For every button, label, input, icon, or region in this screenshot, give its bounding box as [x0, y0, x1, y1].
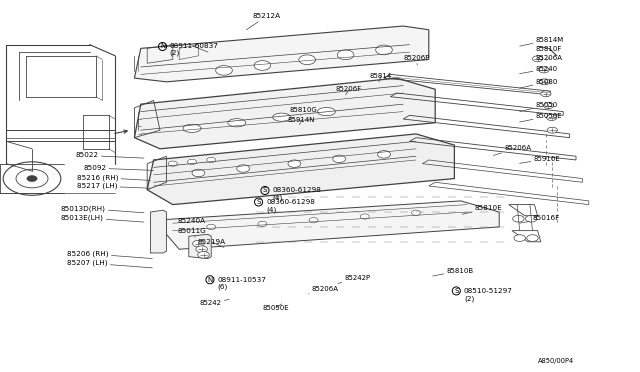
Text: 85092: 85092	[83, 165, 154, 171]
Circle shape	[525, 215, 537, 222]
Circle shape	[333, 155, 346, 163]
Text: 85212A: 85212A	[246, 13, 281, 30]
Text: N: N	[207, 277, 212, 283]
Circle shape	[188, 159, 196, 164]
Text: 85050: 85050	[520, 102, 558, 112]
Text: 85810F: 85810F	[536, 46, 562, 55]
Text: 85810E: 85810E	[462, 205, 502, 214]
Circle shape	[547, 127, 557, 133]
Text: 85080: 85080	[520, 79, 558, 88]
Circle shape	[193, 240, 204, 247]
Circle shape	[513, 215, 524, 222]
Text: 85013D(RH): 85013D(RH)	[61, 205, 144, 213]
Text: (6): (6)	[218, 284, 228, 291]
Text: 85206 (RH): 85206 (RH)	[67, 250, 152, 259]
Circle shape	[412, 210, 420, 215]
Circle shape	[216, 65, 232, 75]
Circle shape	[254, 61, 271, 70]
Text: 08510-51297: 08510-51297	[464, 288, 513, 294]
Text: (2): (2)	[170, 49, 180, 56]
Ellipse shape	[273, 113, 291, 121]
Text: (2): (2)	[464, 295, 474, 302]
Text: N: N	[160, 44, 165, 49]
Text: 85050E: 85050E	[520, 113, 563, 122]
Text: 85242: 85242	[200, 299, 229, 306]
Circle shape	[27, 176, 37, 182]
Circle shape	[288, 160, 301, 167]
Text: 85240: 85240	[520, 66, 558, 74]
Text: 85217 (LH): 85217 (LH)	[77, 183, 150, 189]
Circle shape	[258, 221, 267, 227]
Text: 85022: 85022	[76, 153, 144, 158]
Polygon shape	[147, 134, 454, 205]
Text: 85219A: 85219A	[197, 239, 225, 247]
Text: (4): (4)	[266, 206, 276, 213]
Text: 85242P: 85242P	[338, 275, 371, 283]
Polygon shape	[166, 201, 499, 249]
Circle shape	[547, 115, 557, 121]
Ellipse shape	[183, 124, 201, 132]
Text: 85207 (LH): 85207 (LH)	[67, 260, 152, 268]
Circle shape	[168, 161, 177, 166]
Text: 85810B: 85810B	[433, 268, 474, 276]
Text: 85206P: 85206P	[403, 55, 429, 65]
Polygon shape	[134, 78, 435, 149]
Text: 85206A: 85206A	[536, 55, 563, 61]
Circle shape	[543, 103, 554, 109]
Text: 85910E: 85910E	[520, 156, 561, 163]
Text: 85810G: 85810G	[289, 107, 317, 116]
Text: 85814: 85814	[370, 73, 392, 82]
Text: 85206A: 85206A	[308, 286, 339, 294]
Circle shape	[299, 55, 316, 65]
Text: A850/00P4: A850/00P4	[538, 358, 574, 364]
Text: 08360-61298: 08360-61298	[273, 187, 321, 193]
Text: 85216 (RH): 85216 (RH)	[77, 174, 150, 181]
Circle shape	[360, 214, 369, 219]
Circle shape	[196, 246, 207, 253]
Circle shape	[337, 50, 354, 60]
Circle shape	[198, 251, 209, 258]
Circle shape	[207, 224, 216, 230]
Circle shape	[237, 165, 250, 172]
Circle shape	[309, 218, 318, 223]
Circle shape	[192, 169, 205, 177]
Text: 08360-61298: 08360-61298	[266, 199, 315, 205]
Circle shape	[541, 91, 551, 97]
Circle shape	[207, 157, 216, 163]
Text: 85914N: 85914N	[288, 117, 316, 125]
Text: 08911-10537: 08911-10537	[218, 277, 266, 283]
Polygon shape	[150, 210, 166, 253]
Text: (4): (4)	[273, 195, 283, 201]
Polygon shape	[134, 26, 429, 82]
Text: S: S	[257, 199, 260, 205]
Text: 85206A: 85206A	[493, 145, 531, 155]
Circle shape	[378, 151, 390, 158]
Ellipse shape	[317, 108, 335, 116]
Text: 85050E: 85050E	[262, 304, 289, 311]
Text: S: S	[454, 288, 458, 294]
Text: 85814M: 85814M	[520, 37, 564, 46]
Text: 85011G: 85011G	[178, 228, 207, 237]
Circle shape	[514, 235, 525, 241]
Text: S: S	[263, 187, 267, 193]
Circle shape	[532, 56, 543, 62]
Circle shape	[540, 79, 550, 85]
Circle shape	[527, 235, 538, 241]
Text: 85206F: 85206F	[336, 86, 362, 95]
Ellipse shape	[228, 119, 246, 127]
Circle shape	[539, 67, 549, 73]
Circle shape	[376, 45, 392, 55]
Text: 08911-60837: 08911-60837	[170, 44, 218, 52]
Text: 85240A: 85240A	[178, 218, 206, 228]
Text: 85013E(LH): 85013E(LH)	[61, 214, 144, 222]
Polygon shape	[189, 234, 211, 259]
Text: 85016F: 85016F	[520, 215, 560, 223]
